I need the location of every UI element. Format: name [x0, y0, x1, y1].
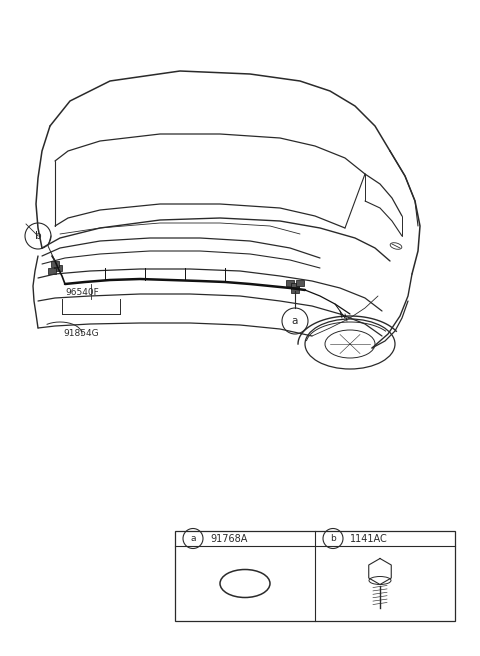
Bar: [54, 265, 62, 271]
Bar: [291, 283, 299, 289]
Bar: [175, 531, 455, 621]
Text: b: b: [35, 231, 41, 241]
Bar: [291, 287, 299, 293]
Bar: [48, 268, 56, 274]
Text: 96540F: 96540F: [65, 288, 99, 297]
Bar: [286, 280, 294, 286]
Text: a: a: [292, 316, 298, 326]
Text: b: b: [330, 534, 336, 543]
Bar: [296, 280, 304, 286]
Text: 91768A: 91768A: [210, 533, 247, 544]
Text: 1141AC: 1141AC: [350, 533, 388, 544]
Text: a: a: [190, 534, 196, 543]
Bar: [51, 261, 59, 267]
Text: 91854G: 91854G: [63, 329, 98, 338]
